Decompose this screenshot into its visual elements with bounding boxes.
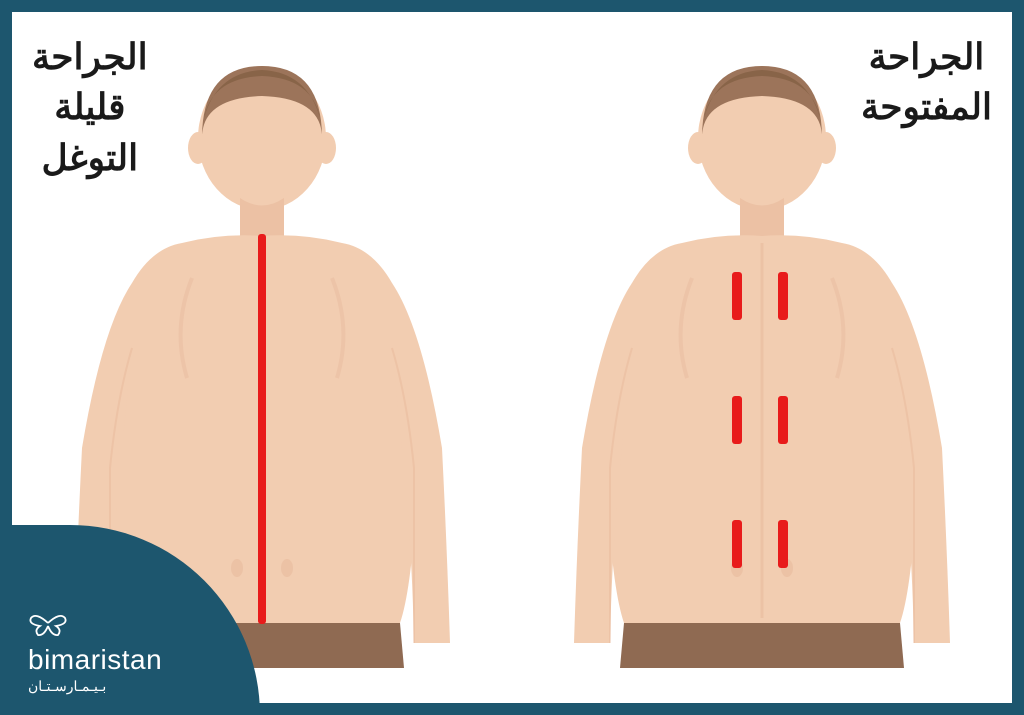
human-back-figure-svg [552,48,972,668]
left-label-line2: قليلة [32,82,148,132]
short-incision-4 [778,396,788,444]
left-label-line3: التوغل [32,133,148,183]
right-label-line1: الجراحة [861,32,992,82]
right-panel-open-surgery: الجراحة المفتوحة [512,12,1012,703]
short-incision-5 [732,520,742,568]
butterfly-icon [28,608,68,638]
right-figure [552,48,972,668]
short-incision-1 [732,272,742,320]
single-long-incision [258,234,266,625]
right-label-line2: المفتوحة [861,82,992,132]
logo-brand-text: bimaristan [28,644,162,676]
short-incision-3 [732,396,742,444]
right-label: الجراحة المفتوحة [861,32,992,133]
logo-arabic-text: بـيـمـارسـتـان [28,678,106,695]
short-incision-6 [778,520,788,568]
infographic-frame: الجراحة قليلة التوغل [0,0,1024,715]
short-incision-2 [778,272,788,320]
left-label: الجراحة قليلة التوغل [32,32,148,183]
left-label-line1: الجراحة [32,32,148,82]
